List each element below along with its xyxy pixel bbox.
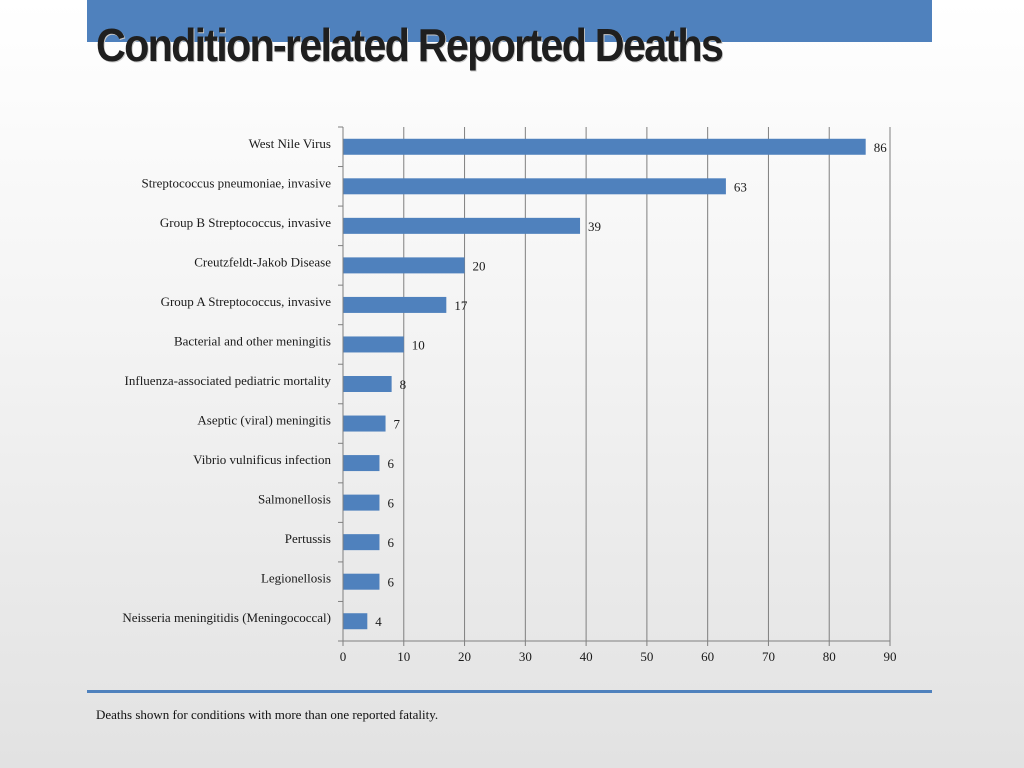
- category-label: Pertussis: [285, 531, 331, 546]
- category-label: Streptococcus pneumoniae, invasive: [141, 175, 331, 190]
- bar: [343, 415, 386, 432]
- data-label: 7: [394, 417, 401, 432]
- x-tick-label: 0: [340, 649, 347, 664]
- category-label: Bacterial and other meningitis: [174, 333, 331, 348]
- bar: [343, 494, 380, 511]
- bar: [343, 257, 465, 274]
- data-label: 6: [387, 535, 394, 550]
- data-label: 6: [387, 496, 394, 511]
- x-tick-label: 30: [519, 649, 532, 664]
- data-label: 4: [375, 614, 382, 629]
- bar: [343, 613, 368, 630]
- bar: [343, 534, 380, 551]
- data-label: 6: [387, 456, 394, 471]
- x-tick-label: 70: [762, 649, 775, 664]
- footer-rule: [87, 690, 932, 693]
- header-accent-band: [87, 0, 932, 42]
- category-label: Neisseria meningitidis (Meningococcal): [122, 610, 331, 625]
- x-tick-label: 90: [884, 649, 897, 664]
- x-tick-label: 20: [458, 649, 471, 664]
- bar: [343, 217, 581, 234]
- data-label: 10: [412, 337, 425, 352]
- category-label: Aseptic (viral) meningitis: [197, 413, 331, 428]
- bars: [343, 138, 866, 630]
- bar: [343, 138, 866, 155]
- bar: [343, 296, 447, 313]
- bar: [343, 573, 380, 590]
- x-tick-label: 10: [397, 649, 410, 664]
- axes: [338, 126, 891, 646]
- data-label: 8: [400, 377, 407, 392]
- data-label: 20: [473, 258, 486, 273]
- x-tick-label: 80: [823, 649, 836, 664]
- category-label: Salmonellosis: [258, 492, 331, 507]
- bar: [343, 455, 380, 472]
- data-label: 17: [454, 298, 468, 313]
- grid-lines: [403, 127, 891, 641]
- x-tick-label: 40: [580, 649, 593, 664]
- category-label: Group A Streptococcus, invasive: [161, 294, 332, 309]
- bar: [343, 178, 726, 195]
- data-label: 63: [734, 179, 747, 194]
- bar: [343, 376, 392, 392]
- data-label: 86: [874, 140, 888, 155]
- bar: [343, 336, 404, 353]
- category-label: West Nile Virus: [249, 136, 331, 151]
- data-label: 6: [387, 575, 394, 590]
- x-tick-label: 50: [640, 649, 653, 664]
- footnote: Deaths shown for conditions with more th…: [96, 707, 439, 722]
- category-label: Creutzfeldt-Jakob Disease: [194, 254, 331, 269]
- category-label: Legionellosis: [261, 571, 331, 586]
- data-label: 39: [588, 219, 601, 234]
- slide-title: Condition-related Reported Deaths: [96, 19, 724, 71]
- category-label: Influenza-associated pediatric mortality: [125, 373, 332, 388]
- category-label: Vibrio vulnificus infection: [193, 452, 331, 467]
- category-label: Group B Streptococcus, invasive: [160, 215, 331, 230]
- x-tick-label: 60: [701, 649, 714, 664]
